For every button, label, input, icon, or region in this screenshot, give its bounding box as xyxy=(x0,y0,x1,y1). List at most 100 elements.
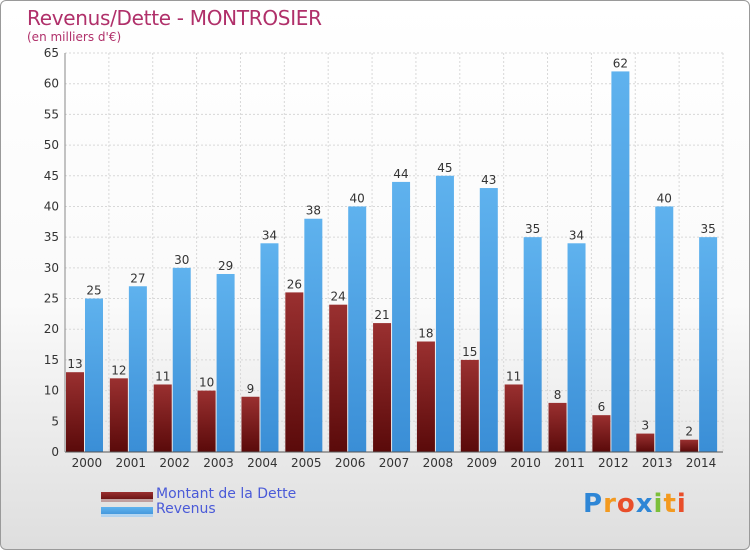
x-tick-label: 2014 xyxy=(686,456,717,470)
logo-letter: x xyxy=(635,489,654,519)
bar-revenus xyxy=(260,243,279,452)
data-label-dette: 13 xyxy=(67,357,82,371)
bar-revenus xyxy=(523,237,542,452)
logo-letter: r xyxy=(603,489,617,519)
y-tick-label: 15 xyxy=(44,353,59,367)
bars-layer: 1325122711301029934263824402144184515431… xyxy=(66,56,718,453)
data-label-dette: 21 xyxy=(374,308,389,322)
bar-dette xyxy=(329,304,348,452)
bar-dette xyxy=(197,390,216,452)
data-label-dette: 26 xyxy=(287,277,302,291)
bar-dette xyxy=(680,439,699,452)
x-tick-label: 2001 xyxy=(116,456,147,470)
data-label-revenus: 29 xyxy=(218,259,233,273)
data-label-revenus: 40 xyxy=(350,191,365,205)
data-label-dette: 2 xyxy=(685,425,693,439)
y-tick-label: 55 xyxy=(44,107,59,121)
x-tick-label: 2005 xyxy=(291,456,322,470)
bar-revenus xyxy=(172,267,191,452)
bar-revenus xyxy=(304,218,323,452)
bar-revenus xyxy=(435,175,454,452)
data-label-dette: 3 xyxy=(641,419,649,433)
x-tick-label: 2004 xyxy=(247,456,278,470)
legend-label-dette: Montant de la Dette xyxy=(156,486,297,502)
data-label-dette: 9 xyxy=(247,382,255,396)
data-label-dette: 11 xyxy=(155,369,170,383)
y-tick-label: 45 xyxy=(44,169,59,183)
data-label-revenus: 44 xyxy=(393,167,408,181)
data-label-revenus: 43 xyxy=(481,173,496,187)
bar-revenus xyxy=(392,181,411,452)
bar-dette xyxy=(153,384,172,452)
x-tick-label: 2009 xyxy=(466,456,497,470)
bar-dette xyxy=(592,415,611,452)
bar-dette xyxy=(504,384,523,452)
y-tick-label: 40 xyxy=(44,199,59,213)
data-label-revenus: 35 xyxy=(525,222,540,236)
y-tick-label: 35 xyxy=(44,230,59,244)
legend-swatch-dette xyxy=(101,492,153,502)
bar-revenus xyxy=(348,206,367,452)
y-tick-label: 65 xyxy=(44,46,59,60)
y-tick-label: 60 xyxy=(44,77,59,91)
axis-layer: 0 5 10 15 20 25 30 35 40 45 50 55 60 65 2000 2001 2002 20… xyxy=(44,46,723,470)
x-tick-label: 2000 xyxy=(72,456,103,470)
x-tick-label: 2003 xyxy=(203,456,234,470)
y-tick-label: 10 xyxy=(44,384,59,398)
bar-dette xyxy=(66,372,84,452)
bar-dette xyxy=(373,323,392,452)
y-tick-label: 50 xyxy=(44,138,59,152)
data-label-revenus: 45 xyxy=(437,161,452,175)
logo-letter: o xyxy=(616,489,636,519)
bar-dette xyxy=(416,341,435,452)
data-label-dette: 8 xyxy=(554,388,562,402)
data-label-revenus: 34 xyxy=(262,228,277,242)
x-tick-label: 2007 xyxy=(379,456,410,470)
bar-dette xyxy=(285,292,304,452)
data-label-revenus: 40 xyxy=(657,191,672,205)
bar-revenus xyxy=(128,286,147,452)
data-label-dette: 18 xyxy=(418,327,433,341)
data-label-dette: 15 xyxy=(462,345,477,359)
bar-revenus xyxy=(567,243,586,452)
y-tick-label: 25 xyxy=(44,292,59,306)
data-label-dette: 12 xyxy=(111,363,126,377)
x-tick-label: 2013 xyxy=(642,456,673,470)
bar-revenus xyxy=(655,206,674,452)
y-tick-label: 30 xyxy=(44,261,59,275)
logo-letter: i xyxy=(676,489,687,519)
chart-subtitle: (en milliers d'€) xyxy=(27,30,122,44)
data-label-revenus: 27 xyxy=(130,271,145,285)
legend-label-revenus: Revenus xyxy=(156,501,216,517)
y-tick-label: 0 xyxy=(51,445,59,459)
y-tick-label: 5 xyxy=(51,414,59,428)
data-label-dette: 6 xyxy=(598,400,606,414)
bar-dette xyxy=(241,396,260,452)
bar-revenus xyxy=(479,188,498,453)
legend-swatch-revenus xyxy=(101,507,153,517)
logo-letter: i xyxy=(653,489,664,519)
bar-revenus xyxy=(216,273,235,452)
bar-revenus xyxy=(699,237,718,452)
bar-revenus xyxy=(611,71,630,453)
x-tick-label: 2010 xyxy=(510,456,541,470)
data-label-revenus: 30 xyxy=(174,253,189,267)
chart-title: Revenus/Dette - MONTROSIER xyxy=(27,6,322,30)
bar-dette xyxy=(109,378,128,452)
logo-letter: t xyxy=(663,489,677,519)
data-label-dette: 24 xyxy=(331,290,346,304)
data-label-revenus: 35 xyxy=(700,222,715,236)
x-tick-label: 2006 xyxy=(335,456,366,470)
bar-dette xyxy=(460,359,479,452)
x-tick-label: 2002 xyxy=(159,456,190,470)
x-tick-label: 2011 xyxy=(554,456,585,470)
logo-letter: P xyxy=(583,489,604,519)
data-label-dette: 10 xyxy=(199,376,214,390)
y-tick-label: 20 xyxy=(44,322,59,336)
proxiti-logo: Proxiti xyxy=(583,489,687,519)
data-label-revenus: 38 xyxy=(306,204,321,218)
bar-dette xyxy=(636,433,655,452)
x-tick-label: 2012 xyxy=(598,456,629,470)
